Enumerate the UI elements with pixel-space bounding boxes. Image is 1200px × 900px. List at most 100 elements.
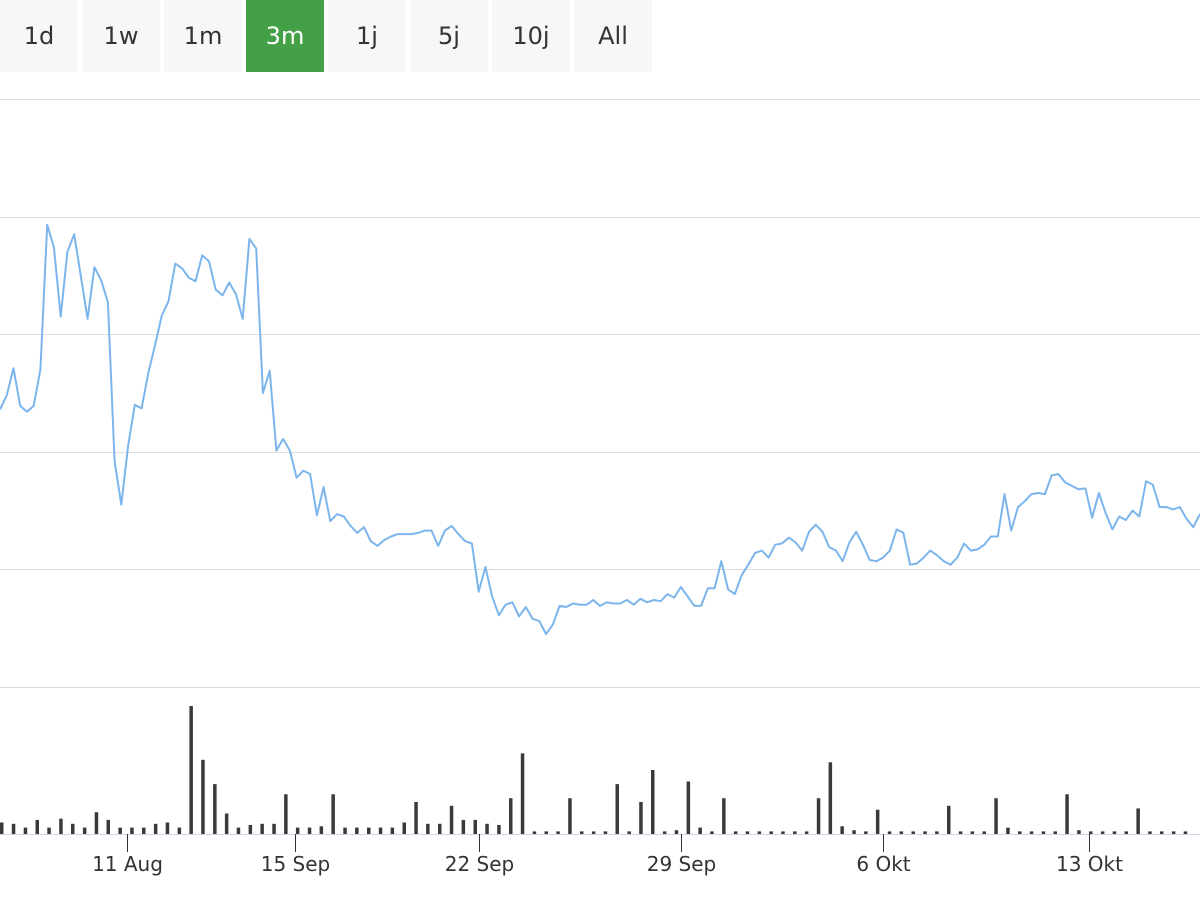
range-button-1m[interactable]: 1m [164,0,242,72]
range-button-5j[interactable]: 5j [410,0,488,72]
range-button-all[interactable]: All [574,0,652,72]
range-button-1w[interactable]: 1w [82,0,160,72]
volume-bar [816,798,821,834]
volume-bar [1160,831,1164,834]
volume-bar [485,823,489,834]
volume-bar [520,753,525,834]
volume-bar [165,822,170,834]
price-line-layer [0,223,1200,636]
volume-bar [426,823,430,834]
volume-bar [1112,831,1117,834]
volume-bar [639,802,643,834]
volume-bar [1183,831,1188,834]
volume-bar [201,759,205,834]
volume-bar [1065,794,1069,834]
volume-bar [130,827,134,834]
volume-bar [1077,830,1081,834]
volume-bar [674,830,679,834]
range-selector: 1d 1w 1m 3m 1j 5j 10j All [0,0,652,72]
volume-bar [189,706,193,834]
volume-bar [1124,831,1128,834]
volume-bar [248,825,253,834]
volume-bar [556,831,560,834]
x-tick-label: 13 Okt [1056,852,1123,876]
volume-bar [355,827,359,834]
volume-bar [875,809,880,834]
volume-bar [923,831,927,834]
volume-bar [82,827,87,834]
volume-bar [710,831,714,834]
volume-bar [260,823,264,834]
volume-bar [1053,831,1057,834]
volume-bar [319,826,324,834]
volume-bar [461,819,466,834]
volume-bar [1100,831,1105,834]
volume-bar [1006,827,1010,834]
range-button-10j[interactable]: 10j [492,0,570,72]
volume-bar [757,831,762,834]
volume-bar [686,781,691,834]
volume-bar [295,827,300,834]
volume-bar [47,827,51,834]
volume-bar [11,823,16,834]
volume-bar [532,831,537,834]
x-tick-label: 15 Sep [261,852,331,876]
volume-bar [23,827,28,834]
volume-bar [497,825,501,834]
volume-bar [390,827,395,834]
volume-bar [153,823,158,834]
range-button-1d[interactable]: 1d [0,0,78,72]
volume-bar [804,831,809,834]
volume-bar [722,798,726,834]
volume-bar [1041,831,1046,834]
volume-bar [1148,831,1152,834]
volume-bar [1171,831,1176,834]
x-tick-label: 11 Aug [92,852,163,876]
volume-bar [1029,831,1034,834]
volume-bar [438,823,442,834]
volume-bar [59,818,63,834]
volume-bar [473,819,477,834]
volume-bar [414,802,418,834]
volume-bar [745,831,750,834]
volume-bar [1089,831,1093,834]
volume-bar [35,819,39,834]
volume-bar [213,784,217,834]
volume-bar [947,805,951,834]
volume-bar [580,831,584,834]
volume-bar [544,831,548,834]
volume-bar [142,827,146,834]
range-button-3m[interactable]: 3m [246,0,324,72]
x-tick-label: 22 Sep [445,852,515,876]
volume-bar [1018,831,1022,834]
volume-bar [627,831,631,834]
volume-bar [733,831,738,834]
volume-bar [828,762,833,834]
volume-bar [958,831,963,834]
volume-bar [568,798,572,834]
volume-bar [331,794,335,834]
volume-bar [793,831,797,834]
x-tick-label: 6 Okt [856,852,910,876]
volume-bar [284,794,288,834]
volume-bar [236,827,241,834]
volume-bar [94,812,99,834]
volume-bar [781,831,785,834]
range-button-1j[interactable]: 1j [328,0,406,72]
volume-bar [177,827,182,834]
volume-bar [887,831,892,834]
x-tick-label: 29 Sep [647,852,717,876]
price-line [0,223,1200,636]
volume-bar [864,831,868,834]
volume-bar [367,827,371,834]
volume-bar [840,826,844,834]
volume-bar [662,831,667,834]
gridlines [0,99,1200,688]
volume-bar [272,823,276,834]
x-axis: 11 Aug 15 Sep 22 Sep 29 Sep 6 Okt 13 Okt [0,834,1200,876]
volume-bar [71,823,75,834]
volume-bar [224,813,229,834]
volume-bar [603,831,608,834]
volume-bar [378,827,383,834]
